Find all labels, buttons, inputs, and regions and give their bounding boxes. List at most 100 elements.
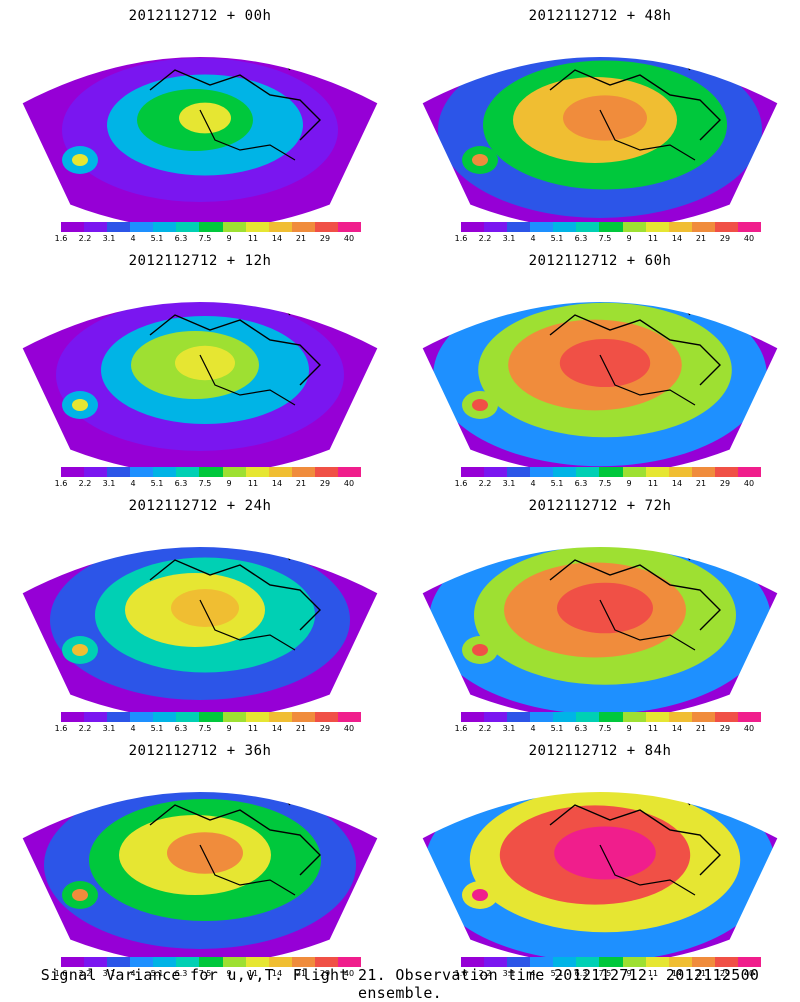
colorbar-segment [484,222,508,232]
colorbar-tick-label: 6.3 [574,724,588,733]
colorbar-tick-label: 3.1 [102,724,116,733]
colorbar-tick-label: 40 [343,234,355,243]
colorbar-segment [130,712,154,722]
panel-title: 2012112712 + 60h [528,253,672,269]
polar-map [21,301,379,476]
colorbar-tick-label: 11 [647,479,659,488]
colorbar-segment [130,957,154,967]
colorbar-segment [153,957,177,967]
colorbar-segment [314,712,338,722]
colorbar-ticks: 1.6 2.2 3.1 4 5.1 6.3 7.5 9 11 14 21 29 40 [455,969,775,979]
colorbar [61,467,362,477]
colorbar-segment [507,957,531,967]
colorbar-segment [337,957,362,967]
colorbar-tick-label: 7.5 [598,724,612,733]
colorbar-tick-label: 7.5 [198,234,212,243]
colorbar-segment [314,222,338,232]
colorbar-tick-label: 3.1 [102,479,116,488]
colorbar-segment [245,957,269,967]
colorbar-segment [337,712,362,722]
colorbar [61,712,362,722]
colorbar-segment [668,712,692,722]
colorbar-tick-label: 5.1 [150,234,164,243]
colorbar-tick-label: 9 [226,479,232,488]
colorbar-segment [245,467,269,477]
colorbar-tick-label: 2.2 [478,234,492,243]
colorbar-segment [484,712,508,722]
colorbar-segment [553,467,577,477]
colorbar-tick-label: 29 [719,969,731,978]
map-panel-3: 2012112712 + 60h 1.6 2.2 3.1 4 5.1 6.3 7.5 9 11 14… [400,245,800,490]
colorbar-segment [199,957,223,967]
colorbar-segment [61,957,85,967]
colorbar-segment [245,712,269,722]
colorbar-segment [84,222,108,232]
colorbar-tick-label: 21 [295,969,307,978]
colorbar-tick-label: 11 [247,724,259,733]
colorbar [61,222,362,232]
colorbar-tick-label: 1.6 [454,234,468,243]
colorbar-tick-label: 5.1 [550,969,564,978]
colorbar-tick-label: 6.3 [174,234,188,243]
colorbar-tick-label: 1.6 [454,724,468,733]
colorbar-segment [599,957,623,967]
colorbar-segment [199,467,223,477]
colorbar-segment [668,467,692,477]
polar-map [21,546,379,721]
colorbar-tick-label: 6.3 [174,969,188,978]
colorbar-segment [291,467,315,477]
colorbar-tick-label: 5.1 [550,479,564,488]
colorbar-tick-label: 21 [695,479,707,488]
colorbar-tick-label: 7.5 [198,724,212,733]
colorbar-segment [691,467,715,477]
colorbar-tick-label: 11 [647,724,659,733]
colorbar-segment [507,467,531,477]
colorbar-tick-label: 2.2 [478,479,492,488]
colorbar-tick-label: 2.2 [478,969,492,978]
colorbar-segment [84,712,108,722]
colorbar-tick-label: 6.3 [174,479,188,488]
colorbar-segment [576,712,600,722]
colorbar-segment [461,222,485,232]
panel-title: 2012112712 + 12h [128,253,272,269]
colorbar-segment [530,222,554,232]
colorbar-tick-label: 5.1 [150,724,164,733]
colorbar-segment [268,957,292,967]
colorbar-tick-label: 7.5 [198,479,212,488]
colorbar-segment [737,957,762,967]
colorbar-tick-label: 4 [530,969,536,978]
colorbar-segment [61,467,85,477]
colorbar-tick-label: 21 [295,479,307,488]
colorbar-tick-label: 5.1 [150,479,164,488]
colorbar-segment [599,222,623,232]
colorbar-tick-label: 1.6 [454,479,468,488]
colorbar-segment [84,957,108,967]
colorbar-ticks: 1.6 2.2 3.1 4 5.1 6.3 7.5 9 11 14 21 29 40 [55,479,375,489]
colorbar-tick-label: 4 [130,969,136,978]
colorbar-tick-label: 6.3 [574,969,588,978]
colorbar-segment [484,467,508,477]
colorbar-tick-label: 29 [719,234,731,243]
colorbar-tick-label: 14 [271,724,283,733]
colorbar-tick-label: 11 [247,969,259,978]
colorbar-segment [199,222,223,232]
map-panel-6: 2012112712 + 36h 1.6 2.2 3.1 4 5.1 6.3 7.5 9 11 14… [0,735,400,980]
colorbar-tick-label: 4 [130,479,136,488]
colorbar-segment [645,467,669,477]
colorbar-tick-label: 1.6 [54,969,68,978]
colorbar-tick-label: 40 [343,479,355,488]
colorbar-tick-label: 7.5 [598,479,612,488]
colorbar-segment [622,957,646,967]
colorbar-segment [645,957,669,967]
panel-title: 2012112712 + 72h [528,498,672,514]
polar-map [421,791,779,966]
colorbar-tick-label: 29 [319,724,331,733]
colorbar-tick-label: 14 [271,479,283,488]
colorbar-segment [622,222,646,232]
colorbar-segment [461,957,485,967]
colorbar [461,957,762,967]
colorbar-segment [222,222,246,232]
colorbar-segment [576,467,600,477]
colorbar-segment [337,467,362,477]
map-panel-1: 2012112712 + 48h 1.6 2.2 3.1 4 5.1 6.3 7.5 9 11 14… [400,0,800,245]
